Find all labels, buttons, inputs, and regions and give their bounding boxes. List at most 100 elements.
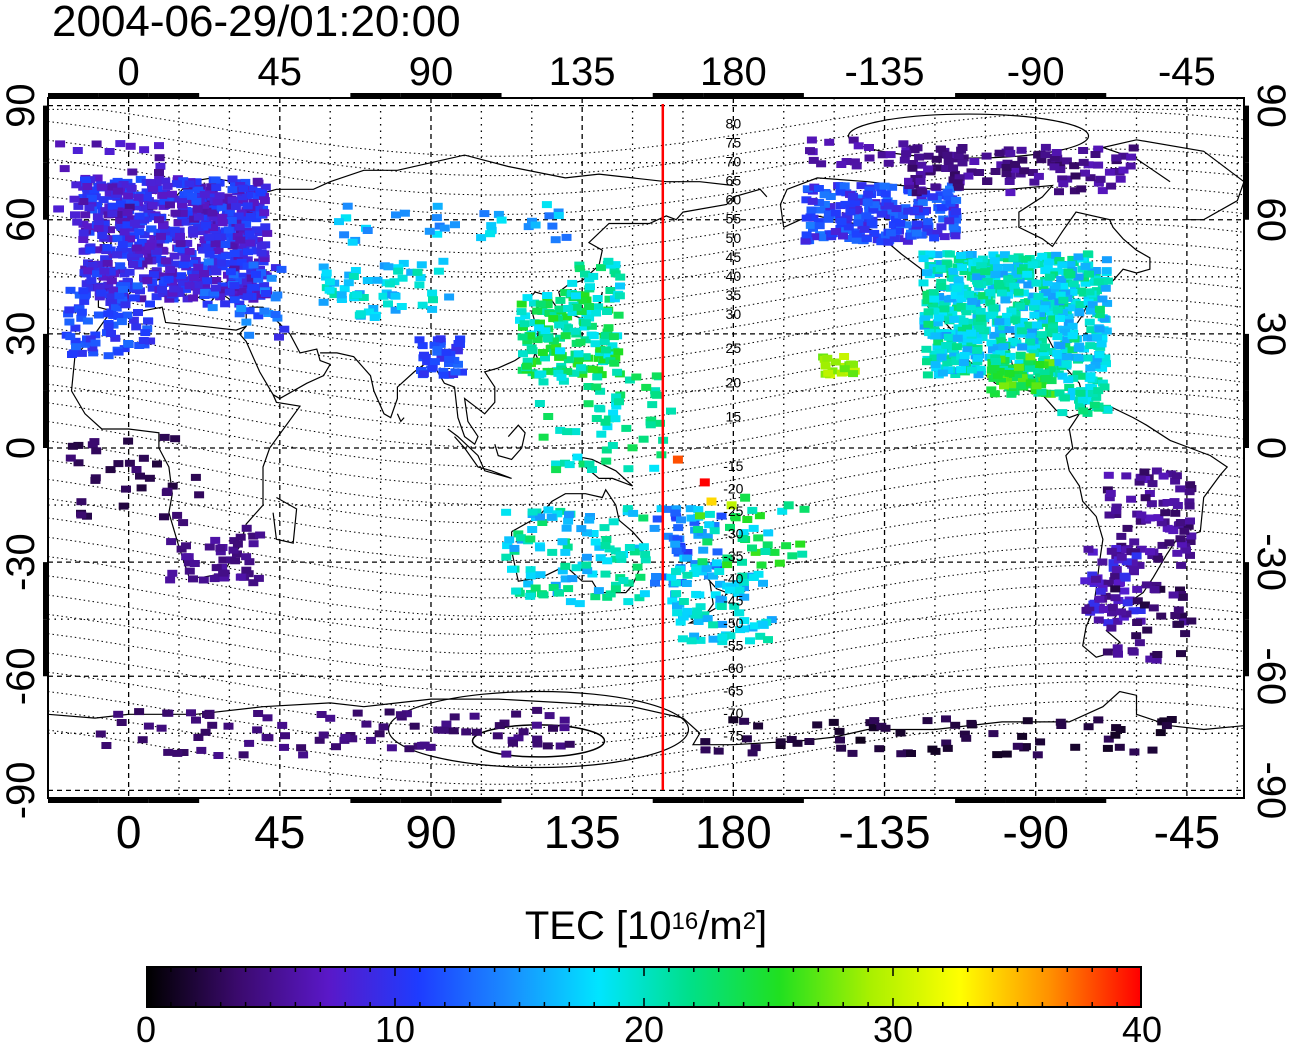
- tec-cell: [191, 197, 202, 205]
- tec-cell: [204, 712, 215, 719]
- tec-cell: [695, 512, 705, 520]
- tec-cell: [1047, 158, 1058, 166]
- tec-cell: [1112, 644, 1123, 652]
- tec-cell: [202, 277, 212, 285]
- tec-cell: [950, 232, 961, 240]
- tec-cell: [914, 153, 925, 161]
- tec-cell: [1057, 261, 1068, 269]
- tec-cell: [1090, 267, 1101, 274]
- tec-cell: [1090, 151, 1101, 158]
- tec-cell: [186, 709, 196, 717]
- tec-cell: [649, 524, 660, 532]
- tec-cell: [518, 323, 528, 331]
- tec-cell: [235, 291, 246, 299]
- tec-cell: [428, 296, 438, 304]
- tec-cell: [85, 335, 96, 343]
- tec-cell: [1134, 639, 1145, 647]
- tec-cell: [937, 369, 948, 377]
- tec-cell: [189, 560, 200, 567]
- tec-cell: [134, 212, 145, 220]
- tec-cell: [538, 378, 549, 386]
- tec-cell: [1140, 494, 1151, 502]
- tec-cell: [1096, 340, 1107, 348]
- tec-cell: [712, 548, 723, 556]
- tec-cell: [1129, 748, 1140, 756]
- tec-cell: [585, 513, 595, 520]
- tec-cell: [1075, 402, 1085, 410]
- tec-cell: [105, 466, 116, 474]
- colorbar-tick-label: 0: [135, 1009, 157, 1050]
- tec-cell: [1058, 282, 1069, 290]
- tec-cell: [1034, 361, 1045, 368]
- tec-cell: [988, 251, 999, 259]
- tec-cell: [553, 369, 564, 377]
- tec-cell: [1031, 321, 1042, 329]
- tec-cell: [801, 231, 812, 239]
- tec-cell: [553, 212, 564, 219]
- tec-cell: [953, 276, 964, 284]
- tec-cell: [94, 293, 105, 301]
- tec-cell: [1073, 253, 1084, 261]
- tec-cell: [715, 580, 725, 588]
- tec-cell: [556, 373, 567, 381]
- tec-cell: [386, 744, 397, 752]
- tec-cell: [610, 585, 621, 593]
- tec-cell: [107, 183, 118, 191]
- tec-cell: [1174, 620, 1185, 628]
- tec-cell: [775, 742, 786, 749]
- tec-cell: [1040, 343, 1050, 351]
- tec-cell: [546, 513, 557, 521]
- tec-cell: [193, 734, 204, 741]
- tec-cell: [670, 540, 681, 548]
- contour-label: 70: [726, 154, 742, 170]
- tec-cell: [996, 378, 1007, 385]
- tec-cell: [937, 296, 948, 304]
- tec-cell: [142, 246, 152, 254]
- contour-label: 40: [726, 268, 742, 284]
- tec-cell: [355, 310, 366, 318]
- tec-cell: [1156, 612, 1167, 620]
- tec-cell: [544, 712, 555, 720]
- tec-cell: [1132, 597, 1143, 605]
- tec-cell: [1064, 384, 1075, 391]
- tec-cell: [1038, 316, 1049, 324]
- tec-cell: [1000, 350, 1011, 358]
- tec-cell: [169, 252, 180, 260]
- tec-cell: [70, 211, 80, 219]
- tec-cell: [569, 369, 580, 377]
- tec-cell: [92, 246, 103, 254]
- tec-cell: [342, 202, 353, 210]
- tec-cell: [211, 564, 222, 572]
- tec-cell: [763, 636, 773, 644]
- tec-cell: [1175, 485, 1186, 493]
- frame-scale-bar: [43, 162, 48, 220]
- tec-cell: [951, 358, 962, 366]
- tec-cell: [212, 254, 223, 262]
- tec-cell: [935, 264, 946, 272]
- tec-cell: [116, 246, 127, 253]
- tec-cell: [836, 369, 847, 377]
- tec-cell: [1048, 292, 1058, 300]
- tec-cell: [1023, 358, 1034, 366]
- tec-cell: [78, 247, 89, 255]
- tec-cell: [143, 208, 154, 216]
- tec-cell: [560, 575, 571, 583]
- tec-cell: [623, 598, 634, 606]
- tec-cell: [956, 302, 967, 310]
- tec-cell: [361, 720, 372, 728]
- tec-cell: [932, 251, 943, 259]
- tec-cell: [593, 303, 604, 311]
- tec-cell: [416, 261, 427, 269]
- tec-cell: [139, 216, 150, 224]
- tec-cell: [1013, 255, 1024, 263]
- tec-cell: [125, 142, 136, 150]
- tec-cell: [527, 526, 538, 533]
- tec-cell: [708, 621, 719, 629]
- tec-cell: [922, 371, 933, 379]
- tec-cell: [916, 193, 927, 201]
- tec-cell: [1165, 470, 1176, 478]
- tec-cell: [160, 226, 171, 234]
- tec-cell: [1093, 387, 1104, 395]
- tec-cell: [676, 579, 687, 587]
- tec-cell: [922, 290, 933, 298]
